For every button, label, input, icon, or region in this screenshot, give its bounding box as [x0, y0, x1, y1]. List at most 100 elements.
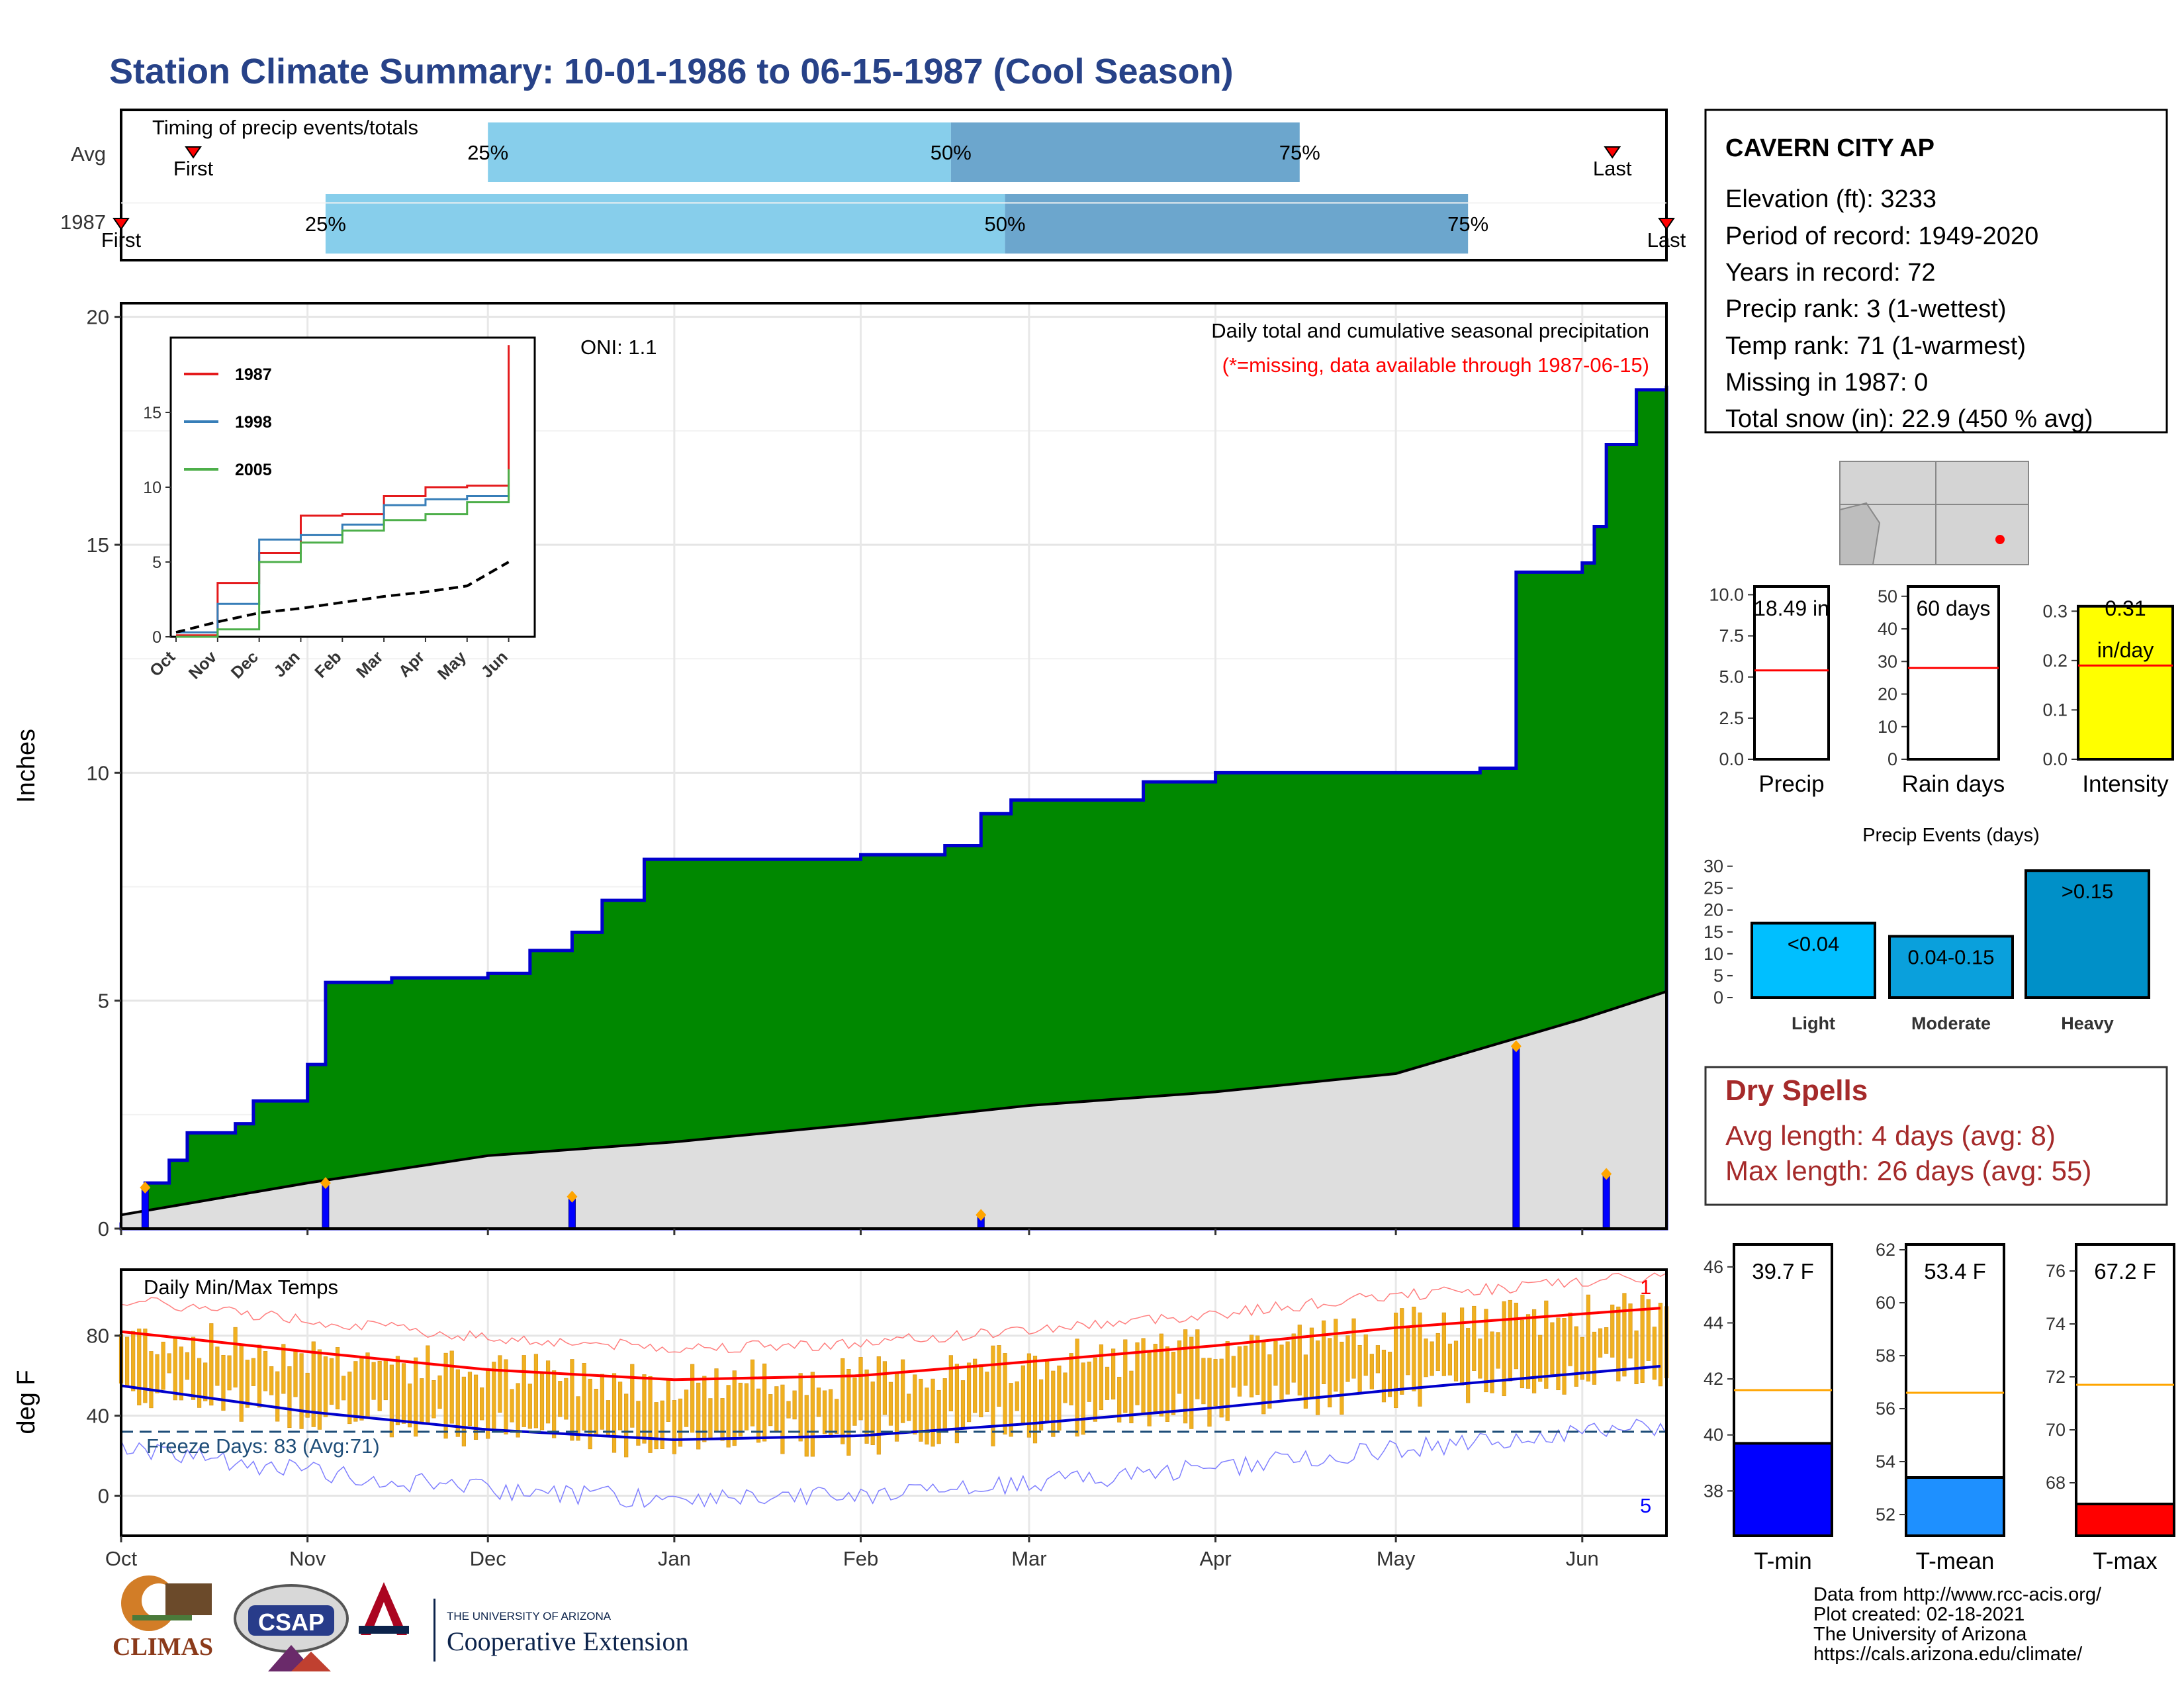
daily-temp-range-bar [251, 1358, 255, 1386]
temp-ytick-label: 40 [87, 1405, 109, 1428]
events-ytick-label: 10 [1704, 944, 1723, 964]
mini-bar-ytick-label: 7.5 [1719, 626, 1744, 646]
daily-temp-range-bar [1424, 1338, 1428, 1378]
daily-temp-range-bar [1189, 1336, 1194, 1429]
climas-logo-text: CLIMAS [113, 1633, 213, 1661]
temp-mini-ytick-label: 68 [2046, 1473, 2066, 1493]
dry-spells-line2: Max length: 26 days (avg: 55) [1725, 1155, 2091, 1186]
daily-temp-range-bar [167, 1353, 171, 1374]
daily-temp-range-bar [1141, 1338, 1146, 1414]
cumulative-precip-area [119, 385, 1668, 1231]
daily-temp-range-bar [696, 1382, 701, 1450]
avg-min-temp-line [120, 1364, 1661, 1441]
daily-temp-range-bar [726, 1385, 731, 1448]
daily-temp-range-bar [1369, 1354, 1374, 1389]
daily-temp-range-bar [882, 1361, 887, 1415]
daily-temp-range-bar [1381, 1350, 1387, 1403]
first-event-marker [113, 218, 130, 230]
daily-temp-range-bar [1628, 1303, 1633, 1359]
daily-temp-range-bar [576, 1396, 580, 1441]
daily-temp-range-bar [582, 1363, 586, 1430]
daily-temp-range-bar [1129, 1370, 1134, 1424]
month-label: Nov [289, 1547, 326, 1570]
daily-temp-range-bar [570, 1359, 574, 1441]
daily-temp-range-bar [1430, 1341, 1434, 1376]
timing-bar-25-50 [488, 122, 951, 182]
daily-temp-range-bar [870, 1382, 875, 1446]
daily-temp-range-bar [702, 1376, 707, 1442]
daily-temp-range-bar [1051, 1370, 1056, 1437]
temp-mini-ytick-label: 40 [1704, 1425, 1723, 1445]
mini-bar-ytick-label: 0.0 [1719, 749, 1744, 769]
daily-temp-range-bar [185, 1352, 190, 1380]
daily-temp-range-bar [1135, 1342, 1140, 1405]
station-location-dot [1995, 535, 2005, 544]
daily-temp-range-bar [907, 1393, 911, 1421]
daily-temp-range-bar [913, 1374, 917, 1434]
daily-temp-range-bar [353, 1361, 358, 1422]
daily-temp-range-bar [1340, 1341, 1344, 1415]
daily-temp-range-bar [1165, 1346, 1169, 1422]
daily-temp-range-bar [245, 1360, 250, 1408]
daily-temp-range-bar [455, 1369, 460, 1437]
daily-temp-range-bar [461, 1376, 466, 1447]
timing-pct-label: 75% [1447, 212, 1488, 236]
daily-temp-range-bar [979, 1364, 983, 1417]
daily-temp-range-bar [919, 1378, 923, 1442]
timing-row-1987-label: 1987 [60, 211, 106, 234]
daily-temp-range-bar [1063, 1372, 1068, 1403]
footer-credits: Data from http://www.rcc-acis.org/ Plot … [1813, 1584, 2102, 1665]
daily-temp-range-bar [293, 1350, 298, 1397]
mini-bar [1907, 585, 2000, 761]
temp-mini-label: T-mean [1916, 1548, 1995, 1574]
daily-temp-range-bar [1508, 1299, 1512, 1382]
record-high-count: 1 [1640, 1276, 1651, 1299]
daily-temp-range-bar [792, 1390, 797, 1420]
daily-temp-range-bar [1490, 1331, 1494, 1393]
daily-temp-range-bar [936, 1389, 941, 1444]
mini-bar-label: Intensity [2082, 771, 2169, 797]
daily-temp-range-bar [1159, 1333, 1163, 1417]
temp-mini-ytick-label: 58 [1876, 1346, 1895, 1366]
mini-bar-ytick-label: 0.2 [2042, 651, 2068, 671]
temp-ylabel: deg F [13, 1370, 40, 1434]
daily-temp-range-bar [371, 1362, 376, 1400]
month-label: Feb [843, 1547, 878, 1570]
heavy-precip-marker [1510, 1040, 1522, 1053]
daily-temp-range-bar [1658, 1303, 1663, 1387]
daily-temp-range-bar [269, 1366, 274, 1395]
ua-small-text: THE UNIVERSITY OF ARIZONA [447, 1610, 612, 1622]
daily-temp-range-bar [1255, 1335, 1260, 1395]
first-event-marker [185, 146, 202, 159]
station-line: Precip rank: 3 (1-wettest) [1725, 295, 2006, 323]
daily-temp-range-bar [1123, 1339, 1128, 1413]
daily-temp-range-bar [323, 1356, 328, 1417]
daily-temp-range-bar [985, 1372, 989, 1412]
daily-temp-range-bar [281, 1344, 286, 1394]
mini-bar-ytick-label: 0.0 [2042, 749, 2068, 769]
mini-bar-ytick-label: 10 [1878, 717, 1897, 737]
daily-temp-range-bar [533, 1354, 539, 1429]
daily-temp-range-bar [1574, 1326, 1578, 1387]
daily-temp-range-bar [738, 1382, 743, 1437]
footer-line: Data from http://www.rcc-acis.org/ [1813, 1584, 2102, 1605]
temp-panel: Daily Min/Max Temps Freeze Days: 83 (Avg… [13, 1268, 1669, 1570]
daily-temp-range-bar [1081, 1362, 1085, 1435]
daily-temp-range-bar [287, 1366, 292, 1429]
daily-temp-range-bar [1225, 1341, 1230, 1421]
daily-temp-range-bar [335, 1347, 340, 1410]
precip-panel: Daily total and cumulative seasonal prec… [13, 202, 1668, 1241]
temp-label: Daily Min/Max Temps [144, 1276, 338, 1299]
temp-mini-ytick-label: 60 [1876, 1293, 1895, 1313]
daily-temp-range-bar [1219, 1358, 1224, 1418]
daily-temp-range-bar [1357, 1344, 1362, 1393]
daily-temp-range-bar [942, 1378, 947, 1430]
daily-temp-range-bar [1568, 1312, 1572, 1366]
daily-temp-range-bar [527, 1383, 532, 1429]
temp-mini-ytick-label: 38 [1704, 1481, 1723, 1501]
station-line: Elevation (ft): 3233 [1725, 185, 1936, 213]
daily-temp-range-bar [1021, 1365, 1025, 1423]
daily-temp-range-bar [516, 1383, 520, 1438]
daily-temp-range-bar [1652, 1327, 1657, 1380]
